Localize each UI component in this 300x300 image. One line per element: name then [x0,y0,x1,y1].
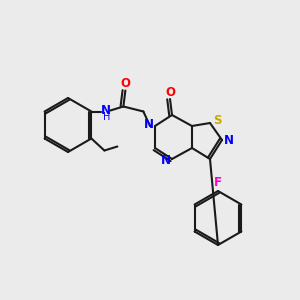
Text: N: N [144,118,154,130]
Text: N: N [100,104,110,117]
Text: H: H [103,112,110,122]
Text: S: S [213,115,221,128]
Text: N: N [161,154,171,167]
Text: O: O [120,77,130,90]
Text: F: F [214,176,222,190]
Text: N: N [224,134,234,146]
Text: O: O [165,85,175,98]
